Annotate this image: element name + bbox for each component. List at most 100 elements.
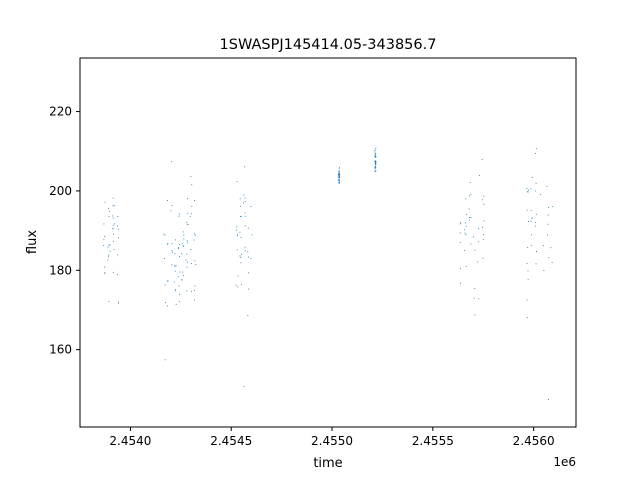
data-point <box>374 150 376 152</box>
data-point <box>535 152 536 154</box>
data-point <box>548 207 550 208</box>
data-point <box>251 234 253 236</box>
data-point <box>112 197 114 199</box>
data-point <box>185 259 187 261</box>
data-point <box>239 205 241 207</box>
data-point <box>183 234 185 236</box>
data-point <box>164 258 166 259</box>
data-point <box>465 265 467 267</box>
data-point <box>244 246 246 248</box>
data-point <box>375 147 377 149</box>
data-point <box>375 160 377 162</box>
data-point <box>167 305 168 307</box>
data-point <box>338 180 340 181</box>
y-tick-label: 180 <box>49 263 72 277</box>
data-point <box>116 225 118 227</box>
data-point <box>530 210 532 211</box>
data-point <box>174 281 175 283</box>
data-point <box>459 241 461 243</box>
data-point <box>194 289 196 291</box>
data-point <box>375 170 377 172</box>
data-point <box>338 167 340 169</box>
data-point <box>374 167 376 169</box>
data-point <box>182 271 184 273</box>
data-point <box>527 191 529 193</box>
data-point <box>469 216 470 218</box>
chart-title: 1SWASPJ145414.05-343856.7 <box>220 37 437 53</box>
data-point <box>535 263 537 265</box>
data-point <box>193 239 195 241</box>
data-point <box>236 249 238 251</box>
x-axis-label: time <box>313 456 342 471</box>
data-point <box>186 290 188 292</box>
data-point <box>543 270 545 271</box>
data-point <box>374 152 376 154</box>
data-point <box>112 224 114 226</box>
data-point <box>181 253 183 255</box>
data-point <box>194 285 196 287</box>
data-point <box>547 234 548 236</box>
x-axis-offset-label: 1e6 <box>553 455 576 469</box>
data-point <box>117 228 119 230</box>
data-point <box>338 181 340 183</box>
data-point <box>241 253 242 255</box>
data-point <box>479 175 481 177</box>
data-point <box>248 288 250 290</box>
data-point <box>164 302 166 304</box>
data-point <box>112 217 114 219</box>
data-point <box>374 167 376 169</box>
data-point <box>181 279 183 281</box>
data-point <box>186 266 188 268</box>
data-point <box>459 222 461 224</box>
data-point <box>338 177 340 179</box>
data-point <box>194 200 195 202</box>
data-point <box>112 205 114 207</box>
data-point <box>103 223 105 225</box>
data-point <box>464 229 466 231</box>
data-point <box>248 272 249 274</box>
data-point <box>194 234 196 236</box>
data-point <box>183 238 185 240</box>
data-point <box>243 194 245 196</box>
data-point <box>551 261 553 263</box>
data-point <box>187 261 188 263</box>
data-point <box>236 235 238 237</box>
data-point <box>164 359 166 361</box>
data-point <box>375 161 377 163</box>
data-point <box>531 234 533 236</box>
data-point <box>526 263 528 264</box>
data-point <box>483 239 485 241</box>
data-point <box>174 239 176 241</box>
data-point <box>374 164 376 166</box>
data-point <box>540 193 542 195</box>
data-point <box>374 154 376 156</box>
data-point <box>174 253 176 255</box>
data-point <box>483 234 485 236</box>
data-point <box>547 398 549 400</box>
data-point <box>483 203 485 205</box>
data-point <box>374 161 376 163</box>
x-tick-label: 2.4555 <box>412 434 454 448</box>
data-point <box>338 167 340 169</box>
data-point <box>236 226 238 228</box>
data-point <box>243 202 244 204</box>
data-point <box>118 301 120 303</box>
data-point <box>107 259 109 261</box>
data-point <box>181 243 183 245</box>
data-point <box>116 274 118 275</box>
data-point <box>103 244 105 246</box>
data-point <box>236 234 238 236</box>
data-point <box>109 250 111 252</box>
data-point <box>482 257 484 259</box>
data-point <box>375 157 377 158</box>
data-point <box>189 216 191 218</box>
data-point <box>175 303 177 305</box>
data-point <box>244 225 246 227</box>
data-point <box>186 240 188 242</box>
data-point <box>107 246 109 248</box>
data-point <box>478 228 479 230</box>
data-point <box>118 302 119 304</box>
data-point <box>374 161 376 163</box>
data-point <box>179 255 180 257</box>
